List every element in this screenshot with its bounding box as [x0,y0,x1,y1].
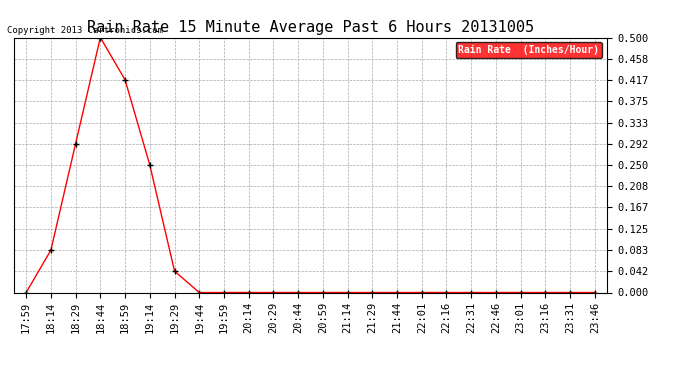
Legend: Rain Rate  (Inches/Hour): Rain Rate (Inches/Hour) [455,42,602,58]
Title: Rain Rate 15 Minute Average Past 6 Hours 20131005: Rain Rate 15 Minute Average Past 6 Hours… [87,20,534,35]
Text: Copyright 2013 Cartronics.com: Copyright 2013 Cartronics.com [7,26,163,35]
